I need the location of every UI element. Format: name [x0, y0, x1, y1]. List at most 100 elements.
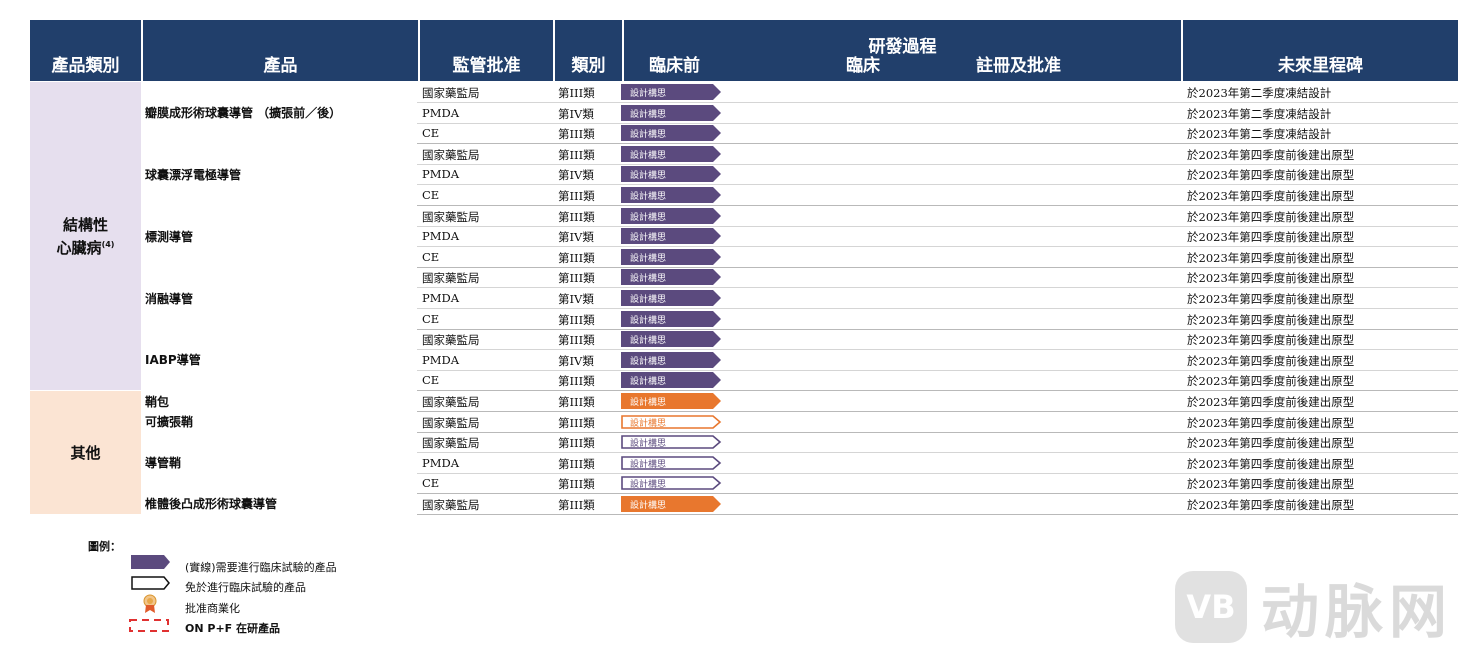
table-row: CE 第III類 設計構思 於2023年第四季度前後建出原型 — [417, 309, 1458, 330]
table-row: CE 第III類 設計構思 於2023年第四季度前後建出原型 — [417, 473, 1458, 495]
product-name: 鞘包 — [145, 394, 170, 409]
future-milestone: 於2023年第四季度前後建出原型 — [1187, 230, 1355, 245]
award-medal-icon — [143, 594, 157, 613]
stage-arrow-shape — [621, 310, 721, 327]
watermark: VB 动脉网 — [1175, 565, 1453, 649]
watermark-logo-icon: VB — [1175, 571, 1247, 643]
stage-progress-arrow: 設計構思 — [621, 269, 721, 286]
product-name: 可擴張鞘 — [145, 414, 194, 429]
product-name: 瓣膜成形術球囊導管 （擴張前／後） — [145, 106, 342, 120]
regulatory-authority: PMDA — [422, 455, 460, 470]
stage-arrow-shape — [621, 166, 721, 183]
stage-progress-arrow: 設計構思 — [621, 290, 721, 306]
header-product-label: 產品 — [263, 56, 298, 76]
legend-onpf-dashed-box-icon — [129, 619, 169, 632]
stage-progress-arrow: 設計構思 — [621, 84, 721, 100]
stage-label: 設計構思 — [630, 295, 667, 305]
header-class-label: 類別 — [571, 56, 606, 76]
table-row: CE 第III類 設計構思 於2023年第四季度前後建出原型 — [417, 247, 1458, 268]
stage-progress-arrow: 設計構思 — [621, 434, 722, 450]
device-class: 第III類 — [558, 333, 595, 348]
device-class: 第IV類 — [558, 353, 594, 368]
device-class: 第III類 — [558, 189, 595, 203]
table-row: 國家藥監局 第III類 設計構思 於2023年第四季度前後建出原型 — [417, 206, 1458, 227]
device-class: 第III類 — [558, 415, 595, 430]
header-pipeline: 研發過程 臨床前 臨床 註冊及批准 — [624, 20, 1181, 81]
header-milestone: 未來里程碑 — [1183, 20, 1458, 81]
legend-approved-label: 批准商業化 — [185, 602, 240, 615]
product-name: IABP導管 — [145, 353, 201, 367]
regulatory-authority: 國家藥監局 — [422, 436, 480, 451]
legend-outline-arrow-icon — [131, 576, 170, 590]
stage-label: 設計構思 — [630, 130, 667, 141]
table-row: CE 第III類 設計構思 於2023年第四季度前後建出原型 — [417, 185, 1458, 206]
stage-label: 設計構思 — [630, 253, 667, 264]
future-milestone: 於2023年第四季度前後建出原型 — [1187, 477, 1355, 492]
regulatory-authority: 國家藥監局 — [422, 415, 480, 430]
table-row: 國家藥監局 第III類 設計構思 於2023年第四季度前後建出原型 — [417, 144, 1458, 165]
stage-arrow-shape — [621, 84, 721, 100]
header-category-label: 產品類別 — [51, 56, 120, 76]
footnote-marker: (4) — [101, 239, 115, 249]
future-milestone: 於2023年第四季度前後建出原型 — [1187, 498, 1355, 512]
stage-arrow-shape — [621, 496, 721, 512]
regulatory-authority: 國家藥監局 — [422, 333, 480, 348]
future-milestone: 於2023年第四季度前後建出原型 — [1187, 395, 1355, 409]
table-row: CE 第III類 設計構思 於2023年第四季度前後建出原型 — [417, 370, 1458, 392]
regulatory-authority: CE — [422, 373, 440, 388]
regulatory-authority: PMDA — [422, 352, 460, 367]
stage-arrow-shape — [621, 455, 722, 470]
stage-arrow-shape — [621, 269, 721, 286]
stage-label: 設計構思 — [630, 336, 667, 347]
device-class: 第III類 — [558, 86, 595, 100]
stage-preclinical: 臨床前 — [649, 56, 700, 76]
future-milestone: 於2023年第四季度前後建出原型 — [1187, 353, 1355, 368]
category-others: 其他 — [30, 391, 141, 514]
regulatory-authority: PMDA — [422, 167, 460, 182]
header-class: 類別 — [555, 20, 622, 81]
stage-progress-arrow: 設計構思 — [621, 125, 721, 142]
table-row: 國家藥監局 第III類 設計構思 於2023年第四季度前後建出原型 — [417, 494, 1458, 515]
device-class: 第IV類 — [558, 168, 594, 183]
legend-onpf-label: ON P+F 在研產品 — [185, 622, 281, 635]
stage-label: 設計構思 — [630, 439, 667, 450]
future-milestone: 於2023年第二季度凍結設計 — [1187, 127, 1332, 142]
stage-label: 設計構思 — [630, 356, 667, 367]
regulatory-authority: PMDA — [422, 229, 460, 244]
table-row: 國家藥監局 第III類 設計構思 於2023年第四季度前後建出原型 — [417, 391, 1458, 412]
stage-progress-arrow: 設計構思 — [621, 475, 722, 491]
stage-arrow-shape — [621, 331, 721, 348]
legend-outline-label: 免於進行臨床試驗的產品 — [185, 581, 306, 594]
stage-label: 設計構思 — [630, 171, 667, 182]
future-milestone: 於2023年第四季度前後建出原型 — [1187, 168, 1355, 183]
header-regulatory: 監管批准 — [420, 20, 553, 81]
future-milestone: 於2023年第四季度前後建出原型 — [1187, 147, 1355, 162]
regulatory-authority: 國家藥監局 — [422, 271, 480, 286]
device-class: 第III類 — [558, 477, 595, 492]
regulatory-authority: 國家藥監局 — [422, 395, 480, 409]
table-row: PMDA 第III類 設計構思 於2023年第四季度前後建出原型 — [417, 453, 1458, 474]
stage-label: 設計構思 — [630, 501, 667, 511]
stage-label: 設計構思 — [630, 480, 667, 491]
device-class: 第III類 — [558, 436, 595, 451]
stage-arrow-shape — [621, 351, 721, 368]
stage-clinical: 臨床 — [846, 56, 880, 76]
stage-label: 設計構思 — [630, 192, 667, 202]
device-class: 第III類 — [558, 374, 595, 389]
table-row: PMDA 第IV類 設計構思 於2023年第四季度前後建出原型 — [417, 350, 1458, 371]
stage-arrow-shape — [621, 125, 721, 142]
legend-title: 圖例： — [88, 540, 121, 553]
category-structural-line1: 結構性 — [62, 215, 108, 234]
future-milestone: 於2023年第二季度凍結設計 — [1187, 86, 1332, 100]
device-class: 第III類 — [558, 250, 595, 265]
stage-arrow-shape — [621, 228, 721, 245]
header-milestone-label: 未來里程碑 — [1278, 56, 1363, 76]
stage-arrow-shape — [621, 104, 721, 121]
watermark-text: 动脉网 — [1261, 578, 1454, 646]
regulatory-authority: 國家藥監局 — [422, 498, 480, 512]
category-structural-line2: 心臟病 — [56, 238, 102, 257]
table-row: 國家藥監局 第III類 設計構思 於2023年第四季度前後建出原型 — [417, 329, 1458, 351]
future-milestone: 於2023年第四季度前後建出原型 — [1187, 271, 1355, 286]
legend-solid-label: (實線)需要進行臨床試驗的產品 — [185, 561, 337, 574]
stage-label: 設計構思 — [630, 377, 667, 388]
